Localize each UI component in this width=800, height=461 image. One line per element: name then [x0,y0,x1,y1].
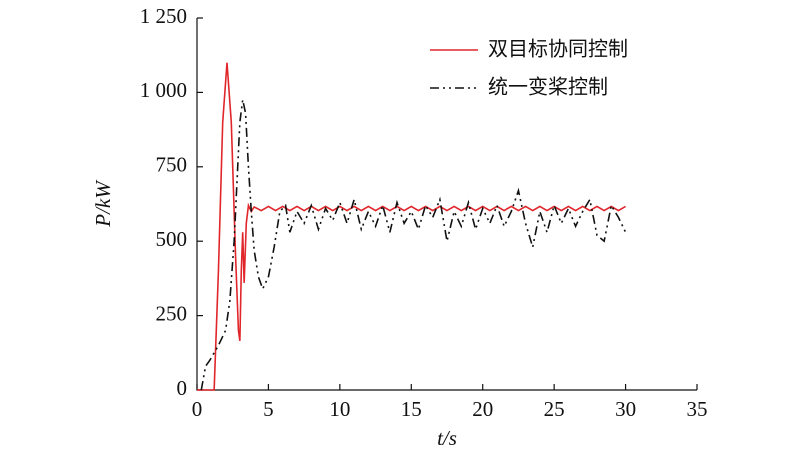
y-tick-label: 1 000 [140,78,187,102]
series-line [197,62,626,391]
x-tick-label: 5 [263,397,274,421]
axes [196,18,697,391]
y-tick-label: 1 250 [140,4,187,28]
x-tick-label: 15 [401,397,422,421]
legend-label: 双目标协同控制 [488,37,628,61]
y-tick-label: 0 [177,376,188,400]
x-tick-label: 35 [687,397,708,421]
x-tick-label: 25 [544,397,565,421]
x-tick-label: 30 [615,397,636,421]
y-axis-label: P/kW [91,179,115,228]
y-tick-label: 750 [156,153,188,177]
x-tick-label: 20 [472,397,493,421]
y-tick-label: 500 [156,227,188,251]
series-line [200,99,627,391]
y-tick-label: 250 [156,301,188,325]
legend-label: 统一变桨控制 [488,75,608,99]
x-axis-label: t/s [437,426,457,450]
x-tick-label: 10 [329,397,350,421]
x-tick-label: 0 [192,397,203,421]
